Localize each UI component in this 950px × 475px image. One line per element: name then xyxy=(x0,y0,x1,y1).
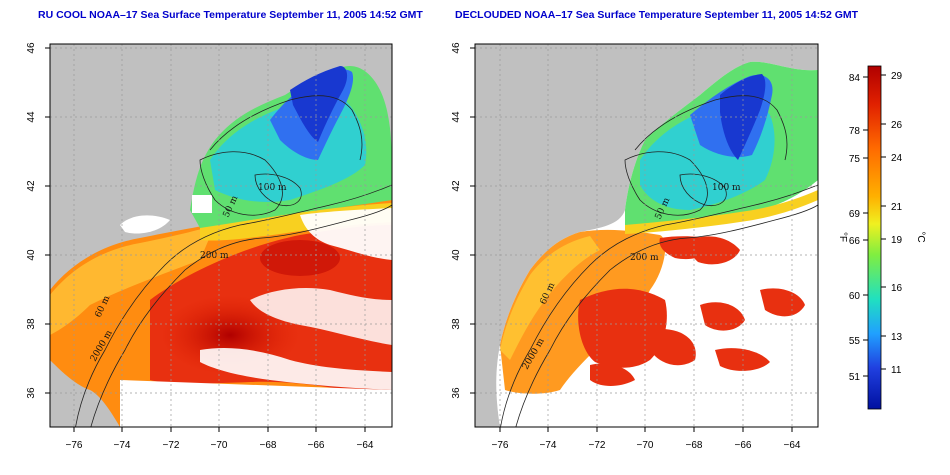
colorbar-c-tick: 29 xyxy=(891,71,903,82)
colorbar-c-tick: 21 xyxy=(891,202,903,213)
panel-left-frame xyxy=(49,43,393,428)
x-tick-label: −68 xyxy=(260,440,277,451)
colorbar-f-tick: 55 xyxy=(849,336,861,347)
colorbar-fahrenheit-label: °F xyxy=(837,232,848,242)
colorbar-f-tick: 51 xyxy=(849,372,861,383)
x-tick-label: −64 xyxy=(357,440,374,451)
colorbar-f-tick: 78 xyxy=(849,126,861,137)
colorbar-c-tick: 13 xyxy=(891,332,903,343)
colorbar-f-tick: 84 xyxy=(849,73,861,84)
gulf-deep-blue xyxy=(290,66,348,142)
ocean-hot-eddy xyxy=(260,240,340,276)
colorbar-scale xyxy=(867,65,882,410)
y-tick-label: 44 xyxy=(451,111,462,123)
panel-right-frame xyxy=(474,43,819,428)
ocean-red-front xyxy=(659,236,715,260)
y-tick-label: 40 xyxy=(451,249,462,261)
contour-label-200m: 200 m xyxy=(630,253,659,263)
y-tick-label: 38 xyxy=(451,318,462,330)
ocean-red-patches xyxy=(578,236,805,386)
graticule xyxy=(50,44,392,427)
cloud-mask xyxy=(120,195,392,427)
colorbar-c-tick: 16 xyxy=(891,283,903,294)
colorbar-f-tick: 75 xyxy=(849,154,861,165)
y-tick-label: 46 xyxy=(26,42,37,54)
x-tick-label: −66 xyxy=(735,440,752,451)
ocean-yellow-band xyxy=(500,236,600,360)
y-tick-label: 36 xyxy=(451,387,462,399)
colorbar-f-tick: 60 xyxy=(849,291,861,302)
bathymetry-contours xyxy=(500,95,818,427)
contour-label-100m: 100 m xyxy=(258,183,287,193)
colorbar-celsius-label: °C xyxy=(915,231,926,242)
colorbar-ticks xyxy=(863,74,886,377)
x-tick-label: −76 xyxy=(66,440,83,451)
y-tick-label: 44 xyxy=(26,111,37,123)
colorbar-f-tick: 69 xyxy=(849,209,861,220)
y-tick-label: 40 xyxy=(26,249,37,261)
x-tick-label: −72 xyxy=(163,440,180,451)
colorbar-c-tick: 19 xyxy=(891,235,903,246)
bathymetry-contours xyxy=(75,95,392,427)
contour-label-200m: 200 m xyxy=(200,251,229,261)
panel-right-map: 100 m 50 m 200 m 60 m 2000 m xyxy=(451,42,819,451)
panel-left-ticks xyxy=(45,47,366,432)
gulf-deep-blue xyxy=(720,74,766,160)
colorbar: 84 78 75 69 66 60 55 51 29 26 24 21 19 1… xyxy=(837,65,926,410)
x-tick-label: −74 xyxy=(114,440,131,451)
colorbar-f-tick: 66 xyxy=(849,236,861,247)
y-tick-label: 46 xyxy=(451,42,462,54)
colorbar-c-tick: 11 xyxy=(891,365,902,376)
x-tick-label: −70 xyxy=(637,440,654,451)
colorbar-c-tick: 26 xyxy=(891,120,903,131)
x-tick-label: −76 xyxy=(492,440,509,451)
x-tick-label: −66 xyxy=(308,440,325,451)
panel-left-title: RU COOL NOAA–17 Sea Surface Temperature … xyxy=(38,9,423,21)
x-tick-label: −72 xyxy=(589,440,606,451)
x-tick-label: −68 xyxy=(686,440,703,451)
contour-label-100m: 100 m xyxy=(712,183,741,193)
x-tick-label: −64 xyxy=(784,440,801,451)
graticule xyxy=(475,44,818,427)
y-tick-label: 42 xyxy=(451,180,462,192)
x-tick-label: −70 xyxy=(211,440,228,451)
land-area xyxy=(475,44,818,427)
y-tick-label: 42 xyxy=(26,180,37,192)
ocean-yellow-front xyxy=(625,190,818,234)
panel-left-map: 100 m 50 m 200 m 60 m 2000 m xyxy=(26,42,393,451)
panel-right-title: DECLOUDED NOAA–17 Sea Surface Temperatur… xyxy=(455,9,859,21)
ocean-yellow-band xyxy=(50,225,215,335)
colorbar-c-tick: 24 xyxy=(891,153,903,164)
y-tick-label: 38 xyxy=(26,318,37,330)
x-tick-label: −74 xyxy=(540,440,557,451)
panel-right-ticks xyxy=(470,47,793,432)
y-tick-label: 36 xyxy=(26,387,37,399)
